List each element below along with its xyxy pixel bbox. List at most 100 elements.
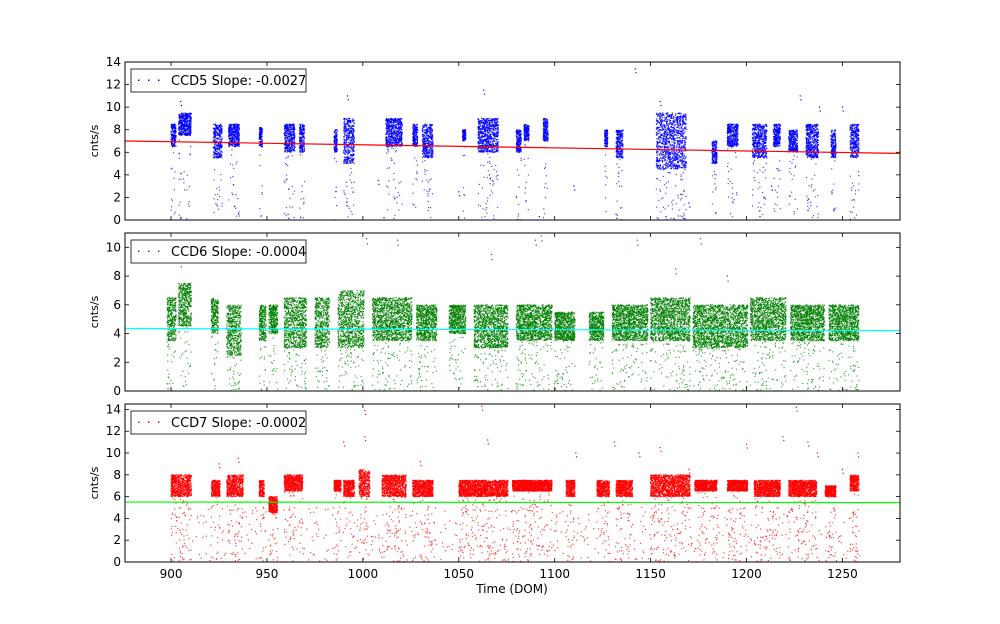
data-point bbox=[417, 137, 419, 139]
data-point bbox=[396, 143, 398, 145]
data-point bbox=[285, 127, 288, 129]
data-point bbox=[185, 133, 187, 135]
data-point bbox=[179, 127, 182, 129]
data-point bbox=[300, 144, 302, 146]
data-point bbox=[261, 193, 263, 195]
data-point bbox=[293, 124, 295, 126]
data-point bbox=[392, 134, 394, 136]
data-point bbox=[486, 148, 488, 150]
data-point bbox=[542, 119, 544, 121]
data-point bbox=[217, 199, 219, 201]
data-point bbox=[217, 145, 219, 147]
data-point bbox=[427, 207, 430, 209]
data-point bbox=[214, 194, 216, 196]
data-point bbox=[478, 145, 480, 147]
data-point bbox=[399, 138, 401, 140]
data-point bbox=[189, 116, 191, 118]
data-point bbox=[301, 132, 303, 134]
data-point bbox=[520, 130, 522, 132]
data-point bbox=[233, 167, 235, 169]
data-point bbox=[219, 155, 222, 157]
data-point bbox=[478, 120, 480, 122]
data-point bbox=[493, 137, 495, 140]
data-point bbox=[492, 124, 494, 126]
data-point bbox=[431, 152, 433, 155]
data-point bbox=[412, 136, 414, 139]
data-point bbox=[413, 141, 416, 143]
data-point bbox=[528, 130, 530, 132]
data-point bbox=[179, 114, 181, 116]
data-point bbox=[478, 183, 480, 185]
data-point bbox=[432, 149, 434, 151]
data-point bbox=[184, 189, 186, 191]
data-point bbox=[399, 138, 401, 141]
data-point bbox=[518, 138, 520, 140]
data-point bbox=[179, 119, 181, 121]
data-point bbox=[172, 136, 174, 138]
data-point bbox=[497, 125, 499, 127]
data-point bbox=[352, 147, 354, 149]
data-point bbox=[184, 133, 186, 135]
data-point bbox=[289, 150, 291, 152]
data-point bbox=[179, 121, 182, 124]
data-point bbox=[235, 135, 237, 138]
data-point bbox=[464, 132, 466, 134]
data-point bbox=[391, 147, 393, 149]
data-point bbox=[344, 118, 346, 120]
data-point bbox=[412, 192, 414, 194]
data-point bbox=[353, 142, 355, 144]
data-point bbox=[291, 146, 293, 148]
data-point bbox=[488, 150, 490, 152]
data-point bbox=[343, 161, 345, 163]
data-point bbox=[520, 143, 522, 145]
data-point bbox=[170, 206, 173, 208]
data-point bbox=[189, 118, 191, 120]
data-point bbox=[349, 129, 351, 131]
data-point bbox=[387, 128, 389, 130]
data-point bbox=[258, 132, 261, 134]
data-point bbox=[284, 128, 287, 130]
data-point bbox=[544, 127, 546, 129]
data-point bbox=[214, 134, 216, 136]
data-point bbox=[216, 129, 219, 131]
data-point bbox=[395, 133, 398, 135]
data-point bbox=[284, 131, 286, 133]
data-point bbox=[170, 123, 173, 126]
data-point bbox=[238, 215, 240, 217]
data-point bbox=[175, 130, 177, 132]
data-point bbox=[388, 130, 391, 132]
data-point bbox=[344, 133, 346, 135]
data-point bbox=[233, 127, 235, 129]
data-point bbox=[493, 133, 495, 135]
data-point bbox=[387, 123, 390, 125]
data-point bbox=[527, 127, 529, 129]
data-point bbox=[291, 206, 293, 208]
data-point bbox=[229, 133, 231, 135]
data-point bbox=[228, 141, 230, 143]
data-point bbox=[289, 138, 291, 140]
data-point bbox=[212, 154, 214, 156]
data-point bbox=[491, 125, 493, 127]
data-point bbox=[477, 127, 479, 129]
data-point bbox=[178, 178, 180, 180]
data-point bbox=[299, 207, 301, 209]
data-point bbox=[351, 148, 353, 150]
data-point bbox=[396, 134, 398, 136]
data-point bbox=[388, 124, 390, 126]
data-point bbox=[346, 122, 348, 124]
data-point bbox=[462, 136, 464, 138]
data-point bbox=[351, 161, 353, 163]
data-point bbox=[387, 142, 389, 144]
data-point bbox=[261, 143, 263, 145]
data-point bbox=[343, 128, 345, 130]
data-point bbox=[483, 130, 486, 132]
data-point bbox=[180, 123, 183, 126]
data-point bbox=[172, 126, 174, 128]
data-point bbox=[480, 120, 482, 122]
data-point bbox=[182, 120, 184, 122]
data-point bbox=[431, 143, 433, 145]
data-point bbox=[477, 149, 480, 151]
data-point bbox=[397, 144, 399, 146]
data-point bbox=[487, 134, 489, 136]
data-point bbox=[413, 135, 415, 137]
